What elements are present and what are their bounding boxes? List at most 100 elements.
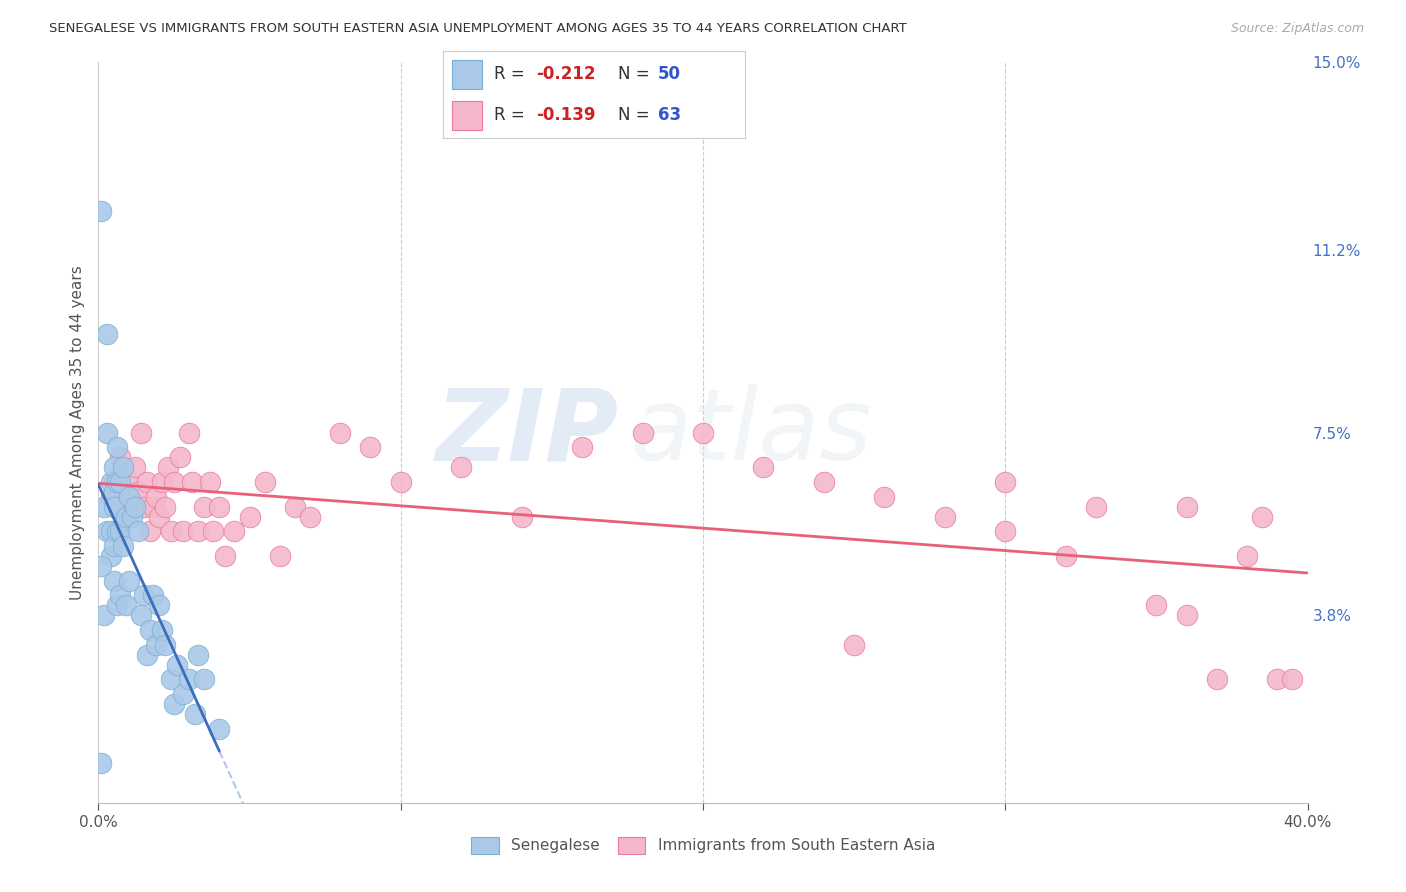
Point: [181, 475, 204, 489]
Point: [813, 475, 835, 489]
Point: [105, 599, 128, 613]
Point: [127, 524, 149, 539]
FancyBboxPatch shape: [451, 61, 482, 89]
Point: [145, 638, 167, 652]
Point: [135, 475, 157, 489]
Point: [156, 460, 179, 475]
Point: [224, 524, 246, 539]
Point: [96, 425, 118, 440]
Text: R =: R =: [495, 105, 530, 124]
Point: [121, 500, 143, 514]
Point: [187, 648, 209, 662]
Point: [135, 648, 157, 662]
Text: SENEGALESE VS IMMIGRANTS FROM SOUTH EASTERN ASIA UNEMPLOYMENT AMONG AGES 35 TO 4: SENEGALESE VS IMMIGRANTS FROM SOUTH EAST…: [49, 22, 907, 36]
Point: [329, 425, 352, 440]
Text: atlas: atlas: [630, 384, 872, 481]
Point: [692, 425, 714, 440]
Point: [132, 589, 155, 603]
Legend: Senegalese, Immigrants from South Eastern Asia: Senegalese, Immigrants from South Easter…: [464, 829, 942, 862]
Point: [160, 673, 183, 687]
Point: [1175, 608, 1198, 623]
Point: [121, 509, 143, 524]
Text: 50: 50: [658, 65, 681, 84]
Point: [150, 623, 173, 637]
Point: [752, 460, 775, 475]
Point: [90, 203, 112, 218]
Point: [139, 524, 162, 539]
Point: [129, 425, 152, 440]
Point: [193, 500, 215, 514]
Point: [114, 599, 136, 613]
Text: -0.212: -0.212: [537, 65, 596, 84]
Point: [103, 539, 125, 553]
Point: [200, 475, 222, 489]
Point: [994, 475, 1017, 489]
Point: [100, 490, 122, 504]
Point: [142, 500, 165, 514]
Point: [360, 441, 382, 455]
Point: [153, 638, 176, 652]
Point: [450, 460, 472, 475]
Point: [202, 524, 225, 539]
Point: [179, 425, 201, 440]
Point: [111, 539, 134, 553]
Point: [105, 441, 128, 455]
Point: [150, 475, 173, 489]
Point: [1267, 673, 1289, 687]
Point: [90, 756, 112, 771]
Point: [253, 475, 276, 489]
Point: [172, 687, 194, 701]
Point: [571, 441, 593, 455]
Point: [208, 500, 231, 514]
Point: [118, 574, 141, 588]
Point: [214, 549, 236, 563]
Text: -0.139: -0.139: [537, 105, 596, 124]
Text: Source: ZipAtlas.com: Source: ZipAtlas.com: [1230, 22, 1364, 36]
Point: [1085, 500, 1108, 514]
Y-axis label: Unemployment Among Ages 35 to 44 years: Unemployment Among Ages 35 to 44 years: [69, 265, 84, 600]
Point: [1251, 509, 1274, 524]
Point: [1144, 599, 1167, 613]
Point: [139, 623, 162, 637]
Point: [114, 509, 136, 524]
Point: [114, 509, 136, 524]
Text: R =: R =: [495, 65, 530, 84]
Text: 63: 63: [658, 105, 681, 124]
Point: [118, 490, 141, 504]
Point: [1236, 549, 1258, 563]
Point: [299, 509, 322, 524]
Point: [105, 500, 128, 514]
Point: [169, 450, 191, 465]
Point: [108, 589, 131, 603]
Point: [124, 500, 146, 514]
Point: [124, 460, 146, 475]
Point: [108, 450, 131, 465]
FancyBboxPatch shape: [451, 101, 482, 129]
Point: [179, 673, 201, 687]
Point: [160, 524, 183, 539]
Point: [153, 500, 176, 514]
Point: [108, 475, 131, 489]
Point: [103, 460, 125, 475]
Point: [100, 549, 122, 563]
Point: [132, 500, 155, 514]
Point: [103, 484, 125, 499]
Point: [105, 475, 128, 489]
Point: [129, 608, 152, 623]
Point: [96, 524, 118, 539]
Point: [100, 475, 122, 489]
Point: [172, 524, 194, 539]
Point: [100, 524, 122, 539]
Point: [111, 460, 134, 475]
Point: [873, 490, 896, 504]
Point: [269, 549, 291, 563]
Point: [163, 697, 186, 711]
Point: [142, 589, 165, 603]
Point: [934, 509, 956, 524]
Point: [187, 524, 209, 539]
Point: [96, 326, 118, 341]
Point: [118, 475, 141, 489]
Point: [166, 657, 188, 672]
Point: [1281, 673, 1303, 687]
Text: N =: N =: [619, 105, 655, 124]
